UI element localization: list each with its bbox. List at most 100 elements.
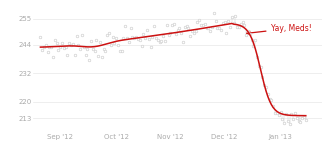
Point [282,122,287,124]
Point [233,15,238,17]
Point [258,66,263,68]
Point [292,112,297,114]
Point [119,50,124,52]
Point [56,49,61,51]
Point [222,21,227,24]
Point [48,45,54,48]
Point [209,26,214,28]
Point [271,105,276,107]
Point [175,29,180,31]
Point [199,23,204,26]
Point [298,120,303,123]
Point [123,25,128,28]
Point [85,48,90,50]
Point [202,23,208,25]
Point [177,26,182,29]
Point [76,44,81,47]
Point [265,93,271,96]
Point [204,27,209,29]
Point [47,46,52,48]
Point [253,39,258,41]
Point [70,43,76,45]
Point [220,22,225,24]
Point [260,76,265,78]
Point [166,34,171,36]
Point [144,28,150,31]
Point [200,24,206,26]
Point [236,25,242,28]
Point [254,56,260,58]
Point [63,46,68,49]
Point [43,43,48,46]
Point [61,46,66,49]
Point [112,41,117,44]
Point [141,33,146,35]
Point [182,26,188,29]
Point [146,37,151,40]
Point [87,59,92,62]
Point [92,50,97,52]
Point [99,56,105,59]
Point [81,46,86,48]
Point [108,43,114,46]
Point [215,27,220,29]
Point [77,47,83,50]
Point [216,27,222,30]
Point [103,50,108,52]
Point [303,118,308,121]
Point [208,30,213,32]
Point [133,35,139,38]
Point [155,39,160,42]
Point [206,27,211,29]
Point [299,117,305,119]
Point [227,26,233,28]
Point [245,30,251,32]
Point [54,42,59,44]
Point [117,49,123,52]
Point [267,98,272,101]
Point [139,45,144,47]
Point [186,27,191,29]
Point [38,36,43,38]
Text: Yay, Meds!: Yay, Meds! [247,24,312,35]
Point [94,39,99,41]
Point [164,24,169,26]
Point [179,32,184,34]
Point [114,37,119,39]
Point [262,84,267,86]
Point [97,41,103,44]
Point [238,23,243,26]
Point [249,39,254,41]
Point [287,123,292,126]
Point [244,34,249,37]
Point [224,32,229,34]
Point [184,24,189,27]
Point [294,117,299,119]
Point [124,37,130,39]
Point [101,47,106,50]
Point [289,112,294,115]
Point [132,37,137,39]
Point [130,36,135,38]
Point [90,48,95,50]
Point [188,35,193,37]
Point [280,118,285,120]
Point [157,41,162,43]
Point [96,55,101,57]
Point [59,42,65,44]
Point [50,56,56,58]
Point [256,65,262,67]
Point [161,35,166,37]
Point [52,39,57,42]
Point [251,45,256,47]
Point [276,114,282,116]
Point [126,41,131,43]
Point [116,44,121,47]
Point [42,46,47,48]
Point [296,120,301,122]
Point [58,46,63,48]
Point [269,99,274,102]
Point [273,111,278,114]
Point [45,50,50,53]
Point [150,35,155,38]
